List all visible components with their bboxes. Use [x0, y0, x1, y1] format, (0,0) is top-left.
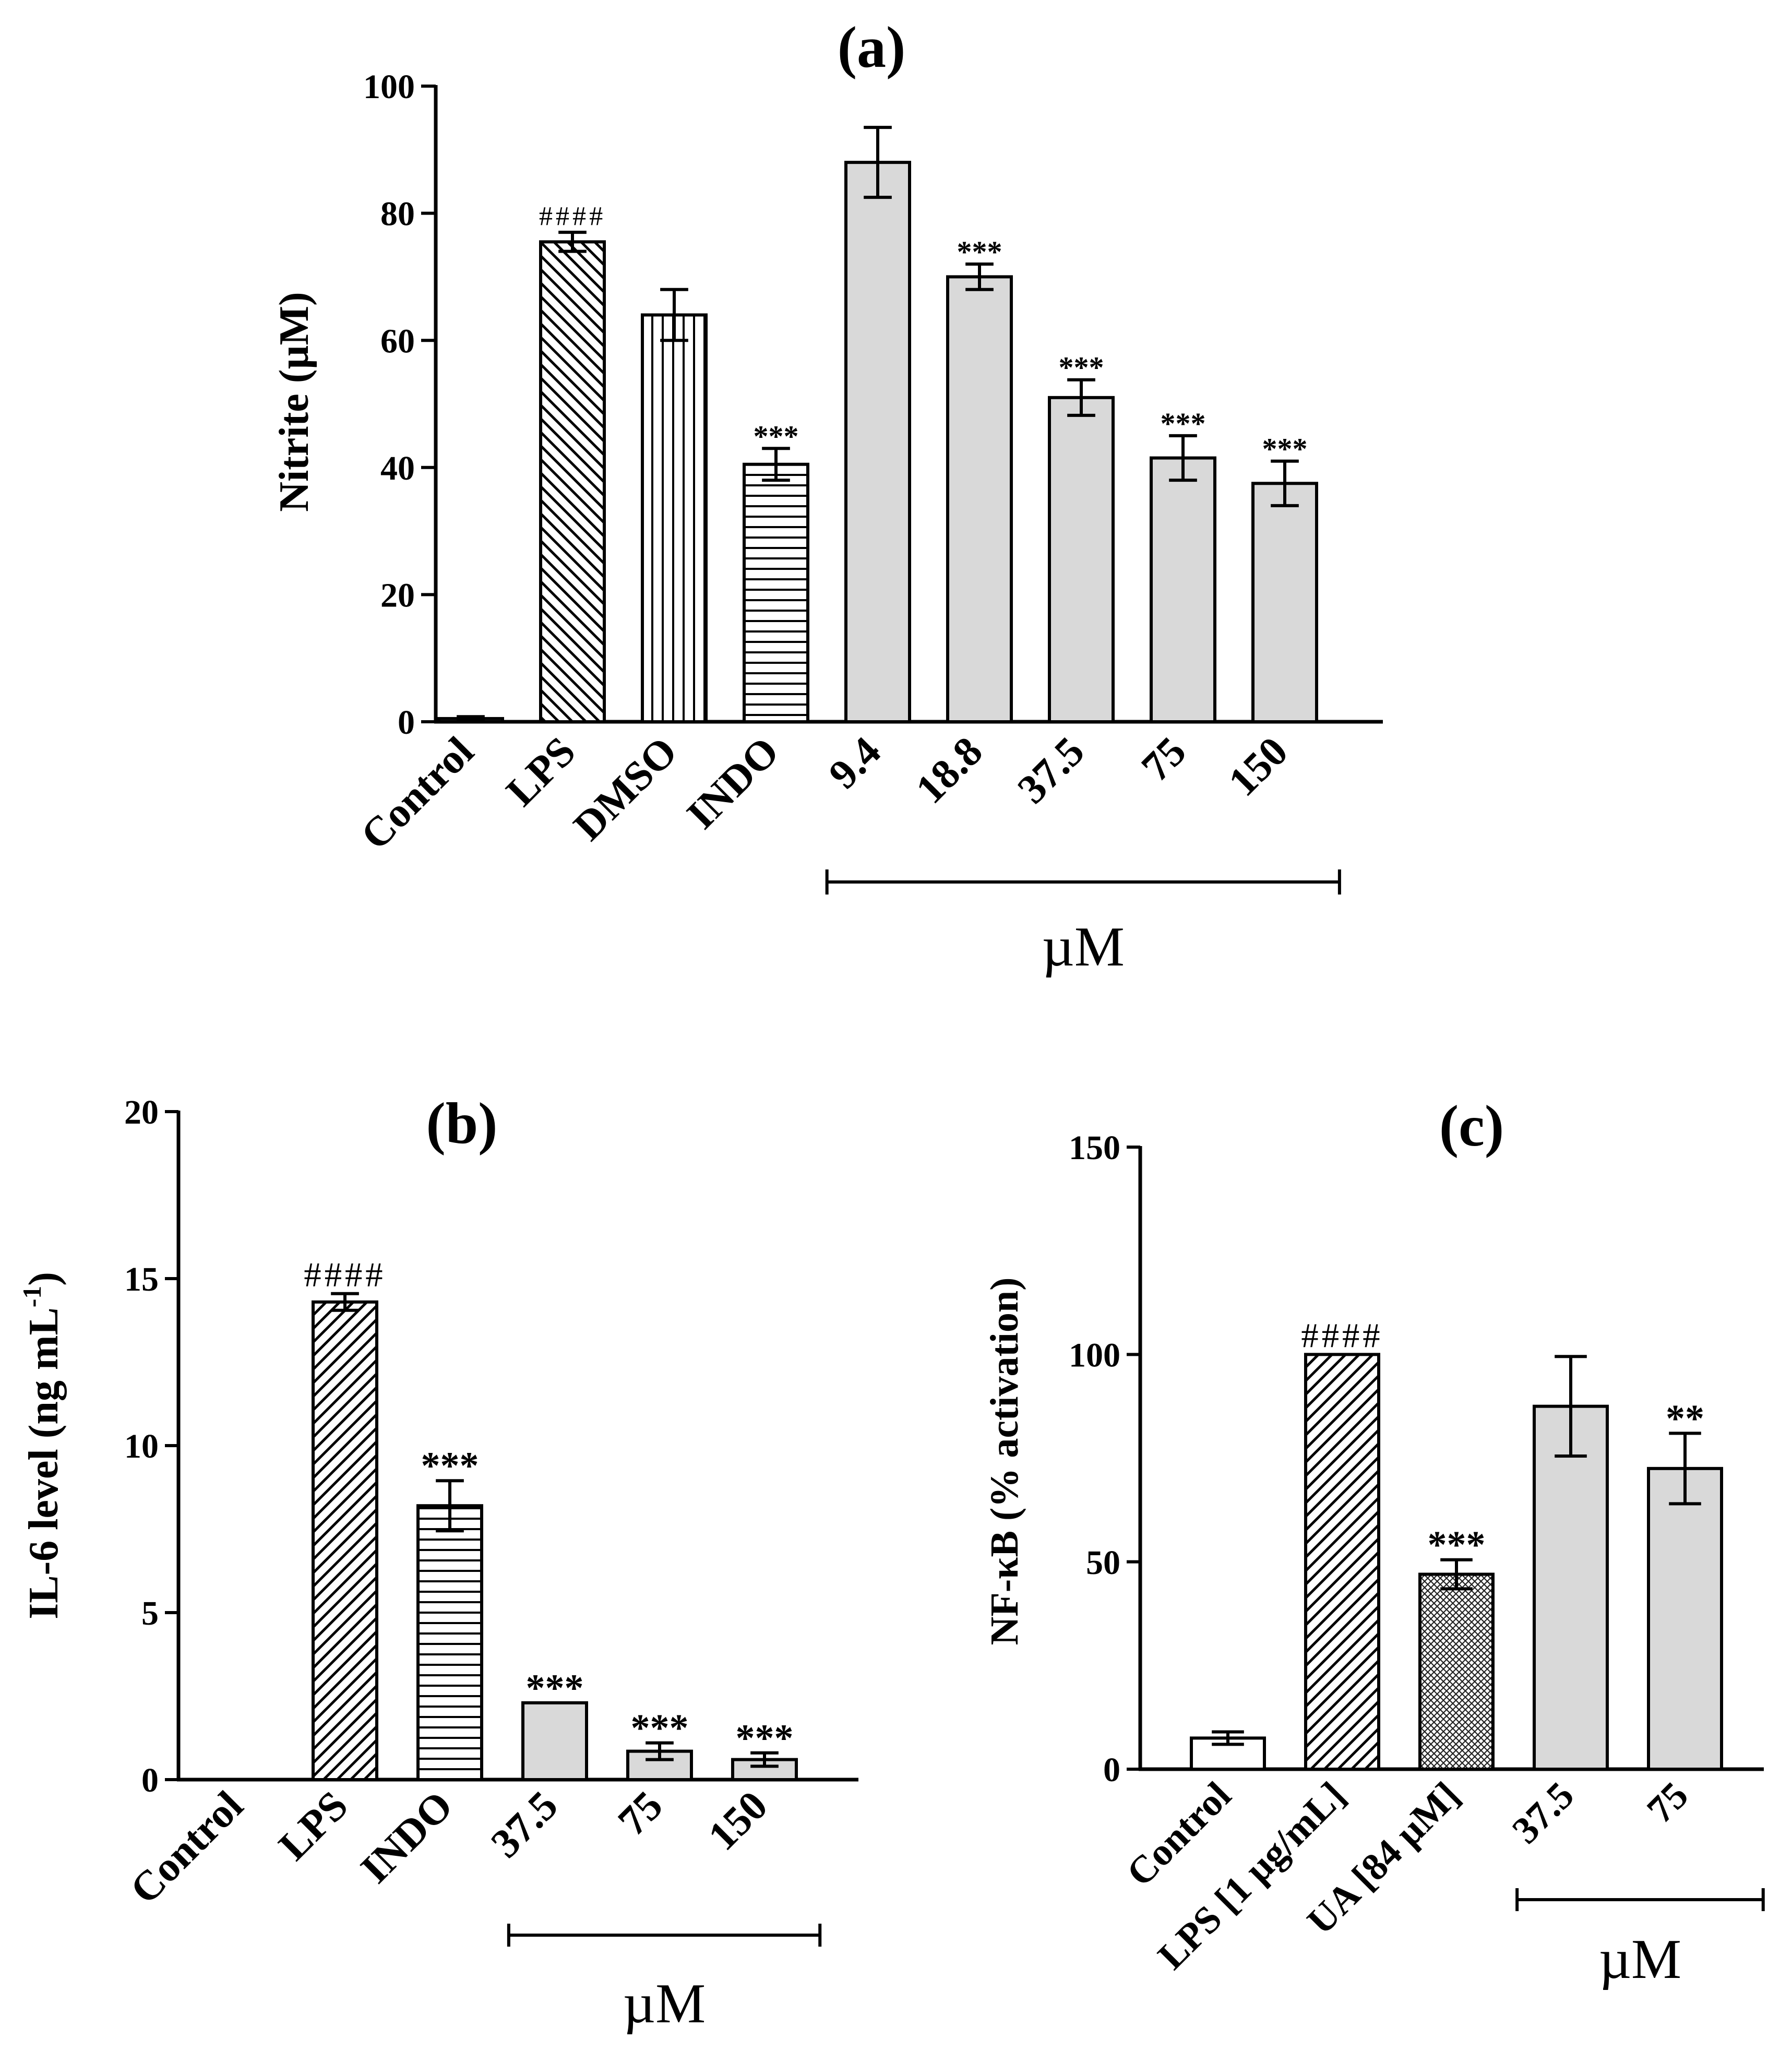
- chart-title: (a): [838, 15, 906, 80]
- x-tick-label: Control: [122, 1783, 252, 1913]
- significance-hash-label: ####: [1301, 1317, 1383, 1355]
- bar-5: [844, 161, 911, 723]
- y-tick-label: 0: [141, 1761, 159, 1799]
- bar-6: [946, 275, 1013, 723]
- chart-title: (b): [426, 1091, 498, 1156]
- significance-star-label: ***: [1428, 1524, 1486, 1567]
- y-tick-label: 0: [398, 703, 415, 742]
- bar-3: [1418, 1572, 1495, 1771]
- significance-star-label: ***: [631, 1707, 689, 1750]
- bar-7: [1048, 396, 1115, 723]
- y-axis-label-sup: -1: [18, 1286, 46, 1307]
- x-tick-label: Control: [352, 729, 483, 859]
- bar-5: [1647, 1466, 1723, 1771]
- y-tick-label: 60: [380, 322, 415, 360]
- significance-star-label: ***: [736, 1717, 794, 1760]
- x-tick-label: INDO: [678, 729, 788, 838]
- chart-panel-2: (b) 0 5 10 15 20 IL-6 level (ng mL-1) Control ##…: [18, 1091, 858, 2035]
- significance-star-label: ***: [421, 1445, 479, 1487]
- significance-star-label: ***: [526, 1667, 584, 1710]
- x-tick-label: 75: [1133, 729, 1195, 791]
- x-tick-label: 75: [1639, 1774, 1697, 1831]
- y-tick-label: 5: [141, 1594, 159, 1632]
- y-tick-label: 40: [380, 449, 415, 487]
- x-tick-label: 9.4: [820, 729, 890, 798]
- bar-2: [539, 240, 606, 724]
- y-axis-label-end: ): [21, 1272, 67, 1286]
- x-tick-label: 37.5: [1009, 729, 1093, 813]
- y-tick-label: 150: [1069, 1129, 1120, 1167]
- y-tick-label: 20: [124, 1093, 159, 1131]
- bar-3: [641, 313, 708, 723]
- x-tick-label: 37.5: [1504, 1774, 1582, 1852]
- x-tick-label: 150: [700, 1783, 776, 1859]
- y-axis-label: NF-κB (% activation): [983, 1278, 1026, 1645]
- bar-4: [521, 1701, 588, 1782]
- x-tick-label: DMSO: [565, 729, 686, 850]
- bar-4: [743, 462, 809, 724]
- y-tick-label: 100: [1069, 1336, 1120, 1374]
- significance-star-label: ***: [1262, 432, 1308, 466]
- y-axis-label-main: IL-6 level (ng mL: [21, 1307, 67, 1619]
- y-tick-label: 100: [363, 68, 415, 106]
- bracket-unit-label: µM: [1599, 1928, 1681, 1990]
- y-axis-label: IL-6 level (ng mL-1): [18, 1272, 67, 1619]
- bar-3: [416, 1504, 483, 1781]
- x-tick-label: 150: [1220, 729, 1297, 805]
- significance-star-label: ***: [754, 419, 799, 453]
- bracket-unit-label: µM: [623, 1973, 706, 2035]
- bar-8: [1150, 456, 1216, 724]
- bar-2: [1304, 1353, 1380, 1771]
- y-tick-label: 20: [380, 577, 415, 615]
- significance-star-label: ***: [957, 235, 1002, 269]
- significance-star-label: ***: [1059, 351, 1104, 385]
- y-tick-label: 15: [124, 1260, 159, 1298]
- y-axis-label-main: Nitrite (µM): [271, 292, 317, 511]
- bar-2: [312, 1300, 378, 1782]
- chart-title: (c): [1439, 1094, 1504, 1159]
- y-tick-label: 50: [1086, 1544, 1120, 1582]
- x-tick-label: INDO: [352, 1783, 462, 1892]
- y-tick-label: 80: [380, 195, 415, 233]
- bar-9: [1251, 482, 1318, 723]
- bar-4: [1533, 1404, 1609, 1771]
- y-axis-label: Nitrite (µM): [271, 292, 317, 511]
- y-tick-label: 0: [1103, 1751, 1120, 1789]
- y-tick-label: 10: [124, 1427, 159, 1465]
- significance-star-label: ***: [1161, 407, 1206, 440]
- x-tick-label: LPS: [270, 1783, 357, 1869]
- y-axis-label-main: NF-κB (% activation): [983, 1278, 1026, 1645]
- x-tick-label: 18.8: [907, 729, 991, 813]
- x-tick-label: 37.5: [483, 1783, 567, 1867]
- chart-panel-1: (a) 0 20 40 60 80 100 Nitrite (µM) Control #### LP…: [271, 15, 1383, 978]
- significance-star-label: **: [1666, 1397, 1704, 1440]
- x-tick-label: 75: [610, 1783, 672, 1845]
- x-tick-label: LPS: [498, 729, 584, 815]
- significance-hash-label: ####: [304, 1256, 386, 1294]
- bracket-unit-label: µM: [1042, 916, 1125, 978]
- significance-hash-label: ####: [539, 201, 606, 231]
